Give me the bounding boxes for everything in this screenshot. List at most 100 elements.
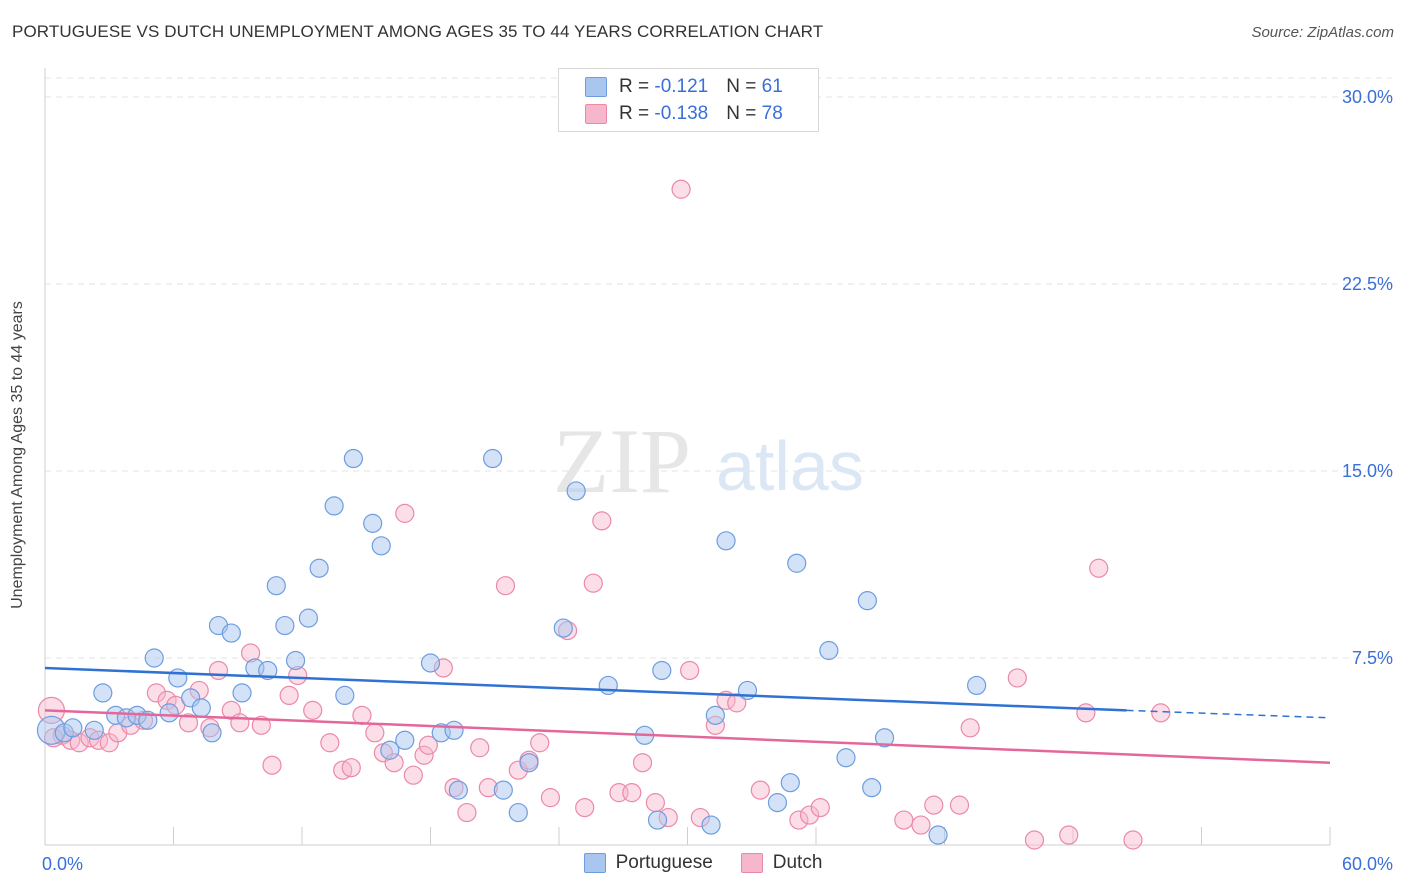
portuguese-point[interactable] xyxy=(93,683,113,703)
dutch-point[interactable] xyxy=(403,765,423,785)
dutch-point[interactable] xyxy=(592,511,612,531)
dutch-point[interactable] xyxy=(894,810,914,830)
dutch-point[interactable] xyxy=(251,715,271,735)
dutch-point[interactable] xyxy=(1007,668,1027,688)
portuguese-point[interactable] xyxy=(836,748,856,768)
portuguese-trend-line xyxy=(44,666,1127,712)
portuguese-point[interactable] xyxy=(508,802,528,823)
dutch-point[interactable] xyxy=(470,738,490,758)
dutch-point[interactable] xyxy=(1151,703,1171,723)
portuguese-point[interactable] xyxy=(144,648,164,668)
portuguese-point[interactable] xyxy=(395,730,415,750)
portuguese-point[interactable] xyxy=(324,496,344,516)
legend-row-dutch: R = -0.138 N = 78 xyxy=(585,102,783,126)
portuguese-point[interactable] xyxy=(191,698,211,718)
dutch-point[interactable] xyxy=(645,793,665,813)
portuguese-point[interactable] xyxy=(363,513,383,533)
portuguese-point[interactable] xyxy=(647,810,668,830)
dutch-point[interactable] xyxy=(924,795,944,815)
dutch-point[interactable] xyxy=(262,755,282,775)
portuguese-point[interactable] xyxy=(258,660,278,681)
dutch-point[interactable] xyxy=(341,758,361,778)
legend-item-portuguese[interactable]: Portuguese xyxy=(583,852,713,874)
dutch-point[interactable] xyxy=(540,788,561,808)
dutch-point[interactable] xyxy=(495,576,516,596)
portuguese-point[interactable] xyxy=(566,481,586,501)
dutch-point[interactable] xyxy=(1089,558,1109,578)
dutch-point[interactable] xyxy=(949,795,970,815)
portuguese-point[interactable] xyxy=(483,448,503,469)
dutch-point[interactable] xyxy=(671,179,691,199)
portuguese-point[interactable] xyxy=(444,720,464,740)
portuguese-point[interactable] xyxy=(705,705,725,725)
dutch-point[interactable] xyxy=(911,815,931,835)
x-tick-label: 60.0% xyxy=(1342,854,1393,874)
portuguese-point[interactable] xyxy=(309,558,329,578)
dutch-point[interactable] xyxy=(279,685,299,706)
dutch-point[interactable] xyxy=(1123,830,1143,850)
dutch-point[interactable] xyxy=(632,753,653,773)
portuguese-point[interactable] xyxy=(598,675,618,696)
portuguese-point[interactable] xyxy=(285,650,306,671)
portuguese-point[interactable] xyxy=(652,660,672,681)
portuguese-point[interactable] xyxy=(862,778,882,798)
portuguese-point[interactable] xyxy=(298,608,319,628)
dutch-point[interactable] xyxy=(208,660,229,681)
dutch-point[interactable] xyxy=(750,780,770,800)
dutch-point[interactable] xyxy=(622,783,642,803)
dutch-point[interactable] xyxy=(352,705,372,725)
portuguese-point[interactable] xyxy=(232,683,252,703)
portuguese-point[interactable] xyxy=(266,576,286,596)
portuguese-point[interactable] xyxy=(335,685,355,706)
portuguese-point[interactable] xyxy=(553,618,573,638)
portuguese-point[interactable] xyxy=(787,553,807,573)
legend-item-dutch[interactable]: Dutch xyxy=(740,852,822,874)
portuguese-point[interactable] xyxy=(767,793,788,813)
portuguese-point[interactable] xyxy=(202,723,222,743)
dutch-point[interactable] xyxy=(960,718,980,738)
dutch-point[interactable] xyxy=(789,810,809,830)
portuguese-point[interactable] xyxy=(63,718,83,738)
portuguese-point[interactable] xyxy=(701,815,721,835)
y-tick-label: 22.5% xyxy=(1342,274,1393,294)
dutch-point[interactable] xyxy=(810,797,830,818)
dutch-point[interactable] xyxy=(178,713,199,733)
dutch-point[interactable] xyxy=(1059,825,1079,845)
portuguese-point[interactable] xyxy=(493,780,513,800)
portuguese-point[interactable] xyxy=(716,531,736,551)
portuguese-point[interactable] xyxy=(819,640,839,661)
dutch-point[interactable] xyxy=(1024,830,1045,850)
dutch-point[interactable] xyxy=(414,745,434,765)
dutch-point[interactable] xyxy=(395,503,415,523)
portuguese-point[interactable] xyxy=(448,780,468,800)
dutch-point[interactable] xyxy=(583,573,603,593)
x-tick-labels: 0.0% 60.0% xyxy=(42,854,1393,874)
dutch-point[interactable] xyxy=(530,733,550,753)
portuguese-point[interactable] xyxy=(857,591,878,611)
portuguese-point[interactable] xyxy=(874,728,895,748)
dutch-point[interactable] xyxy=(365,723,385,743)
dutch-point[interactable] xyxy=(799,805,820,825)
dutch-point[interactable] xyxy=(146,683,166,703)
portuguese-point[interactable] xyxy=(159,703,179,723)
portuguese-point[interactable] xyxy=(221,623,241,643)
portuguese-point[interactable] xyxy=(420,653,441,673)
portuguese-point[interactable] xyxy=(275,615,295,636)
portuguese-point[interactable] xyxy=(371,536,391,556)
dutch-point[interactable] xyxy=(418,735,438,755)
dutch-point[interactable] xyxy=(320,733,340,753)
portuguese-point[interactable] xyxy=(519,753,539,773)
portuguese-point[interactable] xyxy=(967,675,987,696)
dutch-point[interactable] xyxy=(303,700,323,720)
portuguese-point[interactable] xyxy=(780,773,800,793)
dutch-point[interactable] xyxy=(680,660,700,681)
dutch-point[interactable] xyxy=(230,713,250,733)
dutch-point[interactable] xyxy=(1076,703,1096,723)
portuguese-point[interactable] xyxy=(928,825,948,845)
dutch-point[interactable] xyxy=(575,797,595,818)
portuguese-point[interactable] xyxy=(84,720,104,740)
dutch-point[interactable] xyxy=(457,802,477,823)
portuguese-point[interactable] xyxy=(343,448,363,469)
portuguese-point[interactable] xyxy=(168,668,188,688)
portuguese-point[interactable] xyxy=(380,740,400,760)
